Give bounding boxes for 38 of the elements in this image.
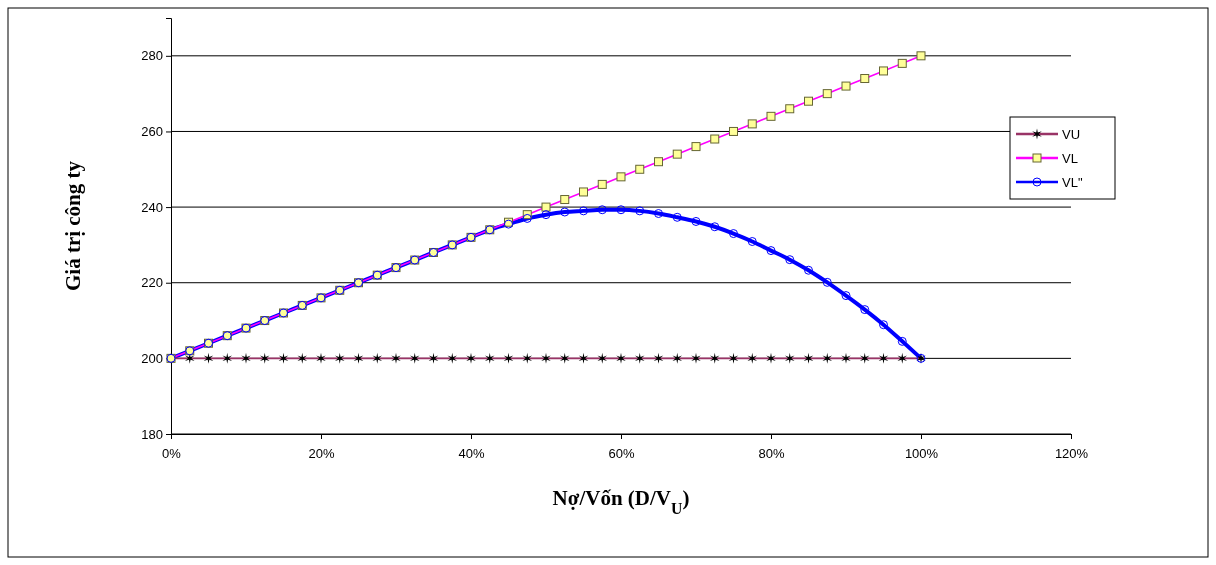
point <box>691 216 701 226</box>
y-tick-label: 220 <box>141 275 163 291</box>
legend-label: VL <box>1062 151 1078 166</box>
point <box>841 291 851 301</box>
x-tick-label: 60% <box>608 445 635 461</box>
point <box>860 305 870 315</box>
point <box>616 205 626 215</box>
point <box>597 205 607 215</box>
point <box>785 255 795 265</box>
y-tick-label: 240 <box>141 199 163 215</box>
point <box>822 277 832 287</box>
x-tick-label: 100% <box>904 445 939 461</box>
point <box>879 320 888 330</box>
point <box>579 206 588 216</box>
y-tick-label: 260 <box>141 124 163 140</box>
point <box>560 207 570 217</box>
y-tick-label: 200 <box>141 351 163 367</box>
point <box>897 336 907 346</box>
point <box>729 229 738 239</box>
point <box>672 212 682 222</box>
point <box>541 210 551 220</box>
x-tick-label: 20% <box>308 445 335 461</box>
point <box>766 246 776 256</box>
x-tick-label: 0% <box>162 445 182 461</box>
point <box>654 209 663 219</box>
legend-label: VL" <box>1062 175 1083 190</box>
y-tick-label: 180 <box>141 426 163 442</box>
y-tick-label: 280 <box>141 48 163 64</box>
x-tick-label: 120% <box>1054 445 1089 461</box>
x-tick-label: 80% <box>758 445 785 461</box>
x-tick-label: 40% <box>458 445 485 461</box>
point <box>635 206 645 216</box>
legend-label: VU <box>1062 127 1081 142</box>
x-axis-title: Nợ/Vốn (D/V$_{U}$) <box>552 486 690 517</box>
point <box>710 222 720 232</box>
point <box>804 265 813 275</box>
y-axis-title: Giá trị công ty <box>61 160 85 292</box>
point <box>747 237 757 247</box>
